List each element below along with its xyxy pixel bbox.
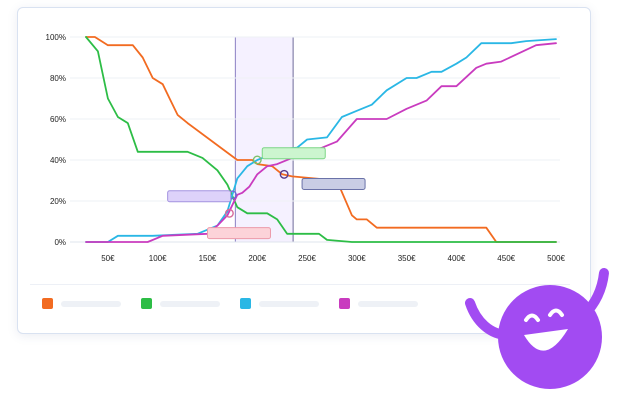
series-line-3 — [85, 38, 557, 243]
legend-item-4 — [339, 298, 418, 309]
y-tick-label: 60% — [50, 115, 66, 124]
x-tick-label: 150€ — [199, 254, 217, 263]
x-tick-label: 250€ — [298, 254, 316, 263]
x-tick-labels: 50€ 100€ 150€ 200€ 250€ 300€ 350€ 400€ 450€ 500€ — [101, 254, 565, 263]
series-line-4 — [85, 42, 557, 243]
x-tick-label: 400€ — [448, 254, 466, 263]
legend-item-3 — [240, 298, 319, 309]
callout-box — [167, 190, 232, 203]
legend-swatch — [42, 298, 53, 309]
legend-label-placeholder — [259, 300, 319, 307]
series-line-2 — [85, 36, 557, 243]
legend-item-1 — [42, 298, 121, 309]
y-tick-label: 80% — [50, 74, 66, 83]
x-tick-label: 50€ — [101, 254, 115, 263]
callout-box — [206, 227, 271, 240]
x-tick-label: 500€ — [547, 254, 565, 263]
mascot-icon — [465, 268, 609, 389]
legend-label-placeholder — [160, 300, 220, 307]
chart-card — [17, 7, 591, 334]
intersection-marker — [252, 155, 262, 165]
callout-layer — [167, 147, 366, 240]
highlight-band-layer — [234, 37, 294, 242]
y-tick-label: 100% — [46, 33, 66, 42]
x-tick-label: 300€ — [348, 254, 366, 263]
legend-item-2 — [141, 298, 220, 309]
intersection-marker — [224, 208, 234, 218]
legend — [42, 298, 438, 309]
legend-swatch — [240, 298, 251, 309]
legend-divider — [30, 284, 570, 285]
highlight-band — [235, 37, 294, 242]
mascot-body — [465, 268, 609, 389]
y-tick-label: 20% — [50, 197, 66, 206]
y-tick-label: 40% — [50, 156, 66, 165]
intersection-marker — [279, 169, 289, 179]
x-tick-label: 350€ — [398, 254, 416, 263]
legend-swatch — [339, 298, 350, 309]
series-layer — [85, 36, 557, 243]
x-tick-label: 450€ — [497, 254, 515, 263]
y-tick-label: 0% — [54, 238, 66, 247]
series-line-1 — [85, 36, 557, 243]
x-tick-label: 100€ — [149, 254, 167, 263]
y-tick-labels: 0% 20% 40% 60% 80% 100% — [46, 33, 66, 247]
legend-label-placeholder — [358, 300, 418, 307]
x-tick-label: 200€ — [248, 254, 266, 263]
callout-box — [301, 177, 366, 190]
callout-box — [261, 147, 326, 160]
legend-swatch — [141, 298, 152, 309]
legend-label-placeholder — [61, 300, 121, 307]
